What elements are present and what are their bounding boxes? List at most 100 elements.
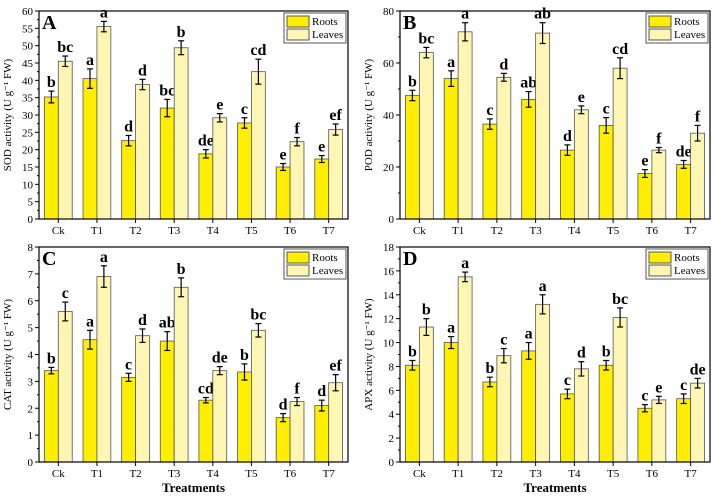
significance-letter: cd bbox=[250, 42, 266, 59]
x-tick-label: T4 bbox=[568, 468, 581, 480]
x-tick-label: Ck bbox=[52, 468, 65, 480]
error-bar bbox=[448, 70, 455, 88]
bar-roots bbox=[521, 99, 537, 220]
x-tick-label: Ck bbox=[52, 225, 65, 237]
x-tick-label: T3 bbox=[530, 225, 543, 237]
significance-letter: a bbox=[461, 255, 469, 272]
y-tick-label: 20 bbox=[22, 145, 34, 157]
bar-leaves bbox=[289, 141, 305, 220]
error-bar bbox=[423, 46, 430, 59]
bar-leaves bbox=[612, 317, 628, 463]
bar-leaves bbox=[651, 399, 667, 463]
significance-letter: bc bbox=[612, 291, 628, 308]
error-bar bbox=[318, 154, 325, 164]
bar-roots bbox=[44, 370, 59, 463]
significance-letter: cd bbox=[198, 381, 214, 398]
x-tick-label: T4 bbox=[207, 468, 220, 480]
y-tick-label: 5 bbox=[28, 197, 34, 209]
legend-swatch-roots bbox=[648, 251, 672, 264]
significance-letter: ef bbox=[329, 358, 342, 375]
legend-swatch-leaves bbox=[648, 264, 672, 277]
x-axis-label: Treatments bbox=[523, 480, 586, 495]
y-tick-label: 12 bbox=[383, 314, 394, 326]
significance-letter: ab bbox=[534, 6, 551, 23]
significance-letter: a bbox=[86, 313, 94, 330]
significance-letter: c bbox=[641, 388, 648, 405]
bar-leaves bbox=[173, 47, 189, 220]
legend-label-roots: Roots bbox=[674, 16, 700, 28]
x-tick-label: T1 bbox=[91, 225, 103, 237]
significance-letter: d bbox=[563, 128, 572, 145]
bar-leaves bbox=[289, 401, 305, 463]
significance-letter: ab bbox=[159, 315, 176, 332]
y-tick-label: 2 bbox=[28, 403, 34, 415]
bar-leaves bbox=[328, 129, 343, 220]
x-tick-label: T7 bbox=[323, 468, 336, 480]
error-bar bbox=[423, 318, 430, 336]
error-bar bbox=[617, 307, 624, 328]
legend-swatch-leaves bbox=[286, 28, 310, 41]
y-tick-label: 18 bbox=[383, 242, 395, 254]
bar-roots bbox=[560, 149, 575, 220]
bar-leaves bbox=[573, 109, 589, 220]
significance-letter: b bbox=[408, 73, 417, 90]
significance-letter: d bbox=[577, 345, 586, 362]
y-tick-label: 0 bbox=[389, 457, 395, 469]
bar-roots bbox=[637, 407, 653, 463]
y-tick-label: 1 bbox=[28, 430, 34, 442]
significance-letter: f bbox=[695, 108, 701, 125]
bar-roots bbox=[598, 125, 614, 220]
legend-swatch-leaves bbox=[286, 264, 310, 277]
y-tick-label: 50 bbox=[22, 41, 34, 53]
bar-roots bbox=[443, 342, 459, 463]
significance-letter: bc bbox=[57, 39, 73, 56]
bar-roots bbox=[275, 417, 291, 463]
bar-roots bbox=[637, 173, 653, 220]
bar-roots bbox=[82, 78, 98, 220]
significance-letter: d bbox=[499, 56, 508, 73]
significance-letter: d bbox=[317, 383, 326, 400]
y-tick-label: 35 bbox=[22, 93, 34, 105]
x-tick-label: T3 bbox=[168, 468, 181, 480]
error-bar bbox=[241, 117, 248, 129]
y-tick-label: 14 bbox=[383, 290, 395, 302]
error-bar bbox=[603, 116, 610, 134]
bar-leaves bbox=[57, 60, 73, 220]
legend-swatch-roots bbox=[648, 15, 672, 28]
bar-roots bbox=[237, 122, 252, 220]
significance-letter: f bbox=[294, 121, 300, 138]
error-bar bbox=[164, 331, 171, 352]
significance-letter: a bbox=[100, 4, 108, 21]
x-tick-label: T3 bbox=[530, 468, 543, 480]
x-tick-label: T2 bbox=[491, 468, 503, 480]
bar-roots bbox=[314, 158, 330, 220]
y-tick-label: 6 bbox=[28, 296, 34, 308]
error-bar bbox=[139, 328, 146, 344]
y-tick-label: 16 bbox=[383, 266, 395, 278]
error-bar bbox=[486, 118, 493, 130]
y-tick-label: 25 bbox=[22, 127, 34, 139]
bar-leaves bbox=[535, 303, 550, 463]
legend-swatch-roots bbox=[286, 15, 310, 28]
y-tick-label: 40 bbox=[22, 75, 34, 87]
error-bar bbox=[125, 372, 132, 382]
error-bar bbox=[164, 98, 171, 118]
y-tick-label: 8 bbox=[389, 361, 395, 373]
significance-letter: a bbox=[86, 52, 94, 69]
y-tick-label: 5 bbox=[28, 323, 34, 335]
x-tick-label: T7 bbox=[323, 225, 336, 237]
significance-letter: c bbox=[564, 372, 571, 389]
y-tick-label: 4 bbox=[389, 409, 395, 421]
panel-label: C bbox=[42, 248, 56, 270]
error-bar bbox=[280, 413, 287, 423]
error-bar bbox=[409, 89, 416, 102]
bar-leaves bbox=[96, 26, 112, 220]
y-tick-label: 55 bbox=[22, 23, 34, 35]
x-tick-label: T3 bbox=[168, 225, 181, 237]
significance-letter: a bbox=[461, 6, 469, 23]
error-bar bbox=[409, 359, 416, 371]
bar-roots bbox=[121, 140, 136, 220]
